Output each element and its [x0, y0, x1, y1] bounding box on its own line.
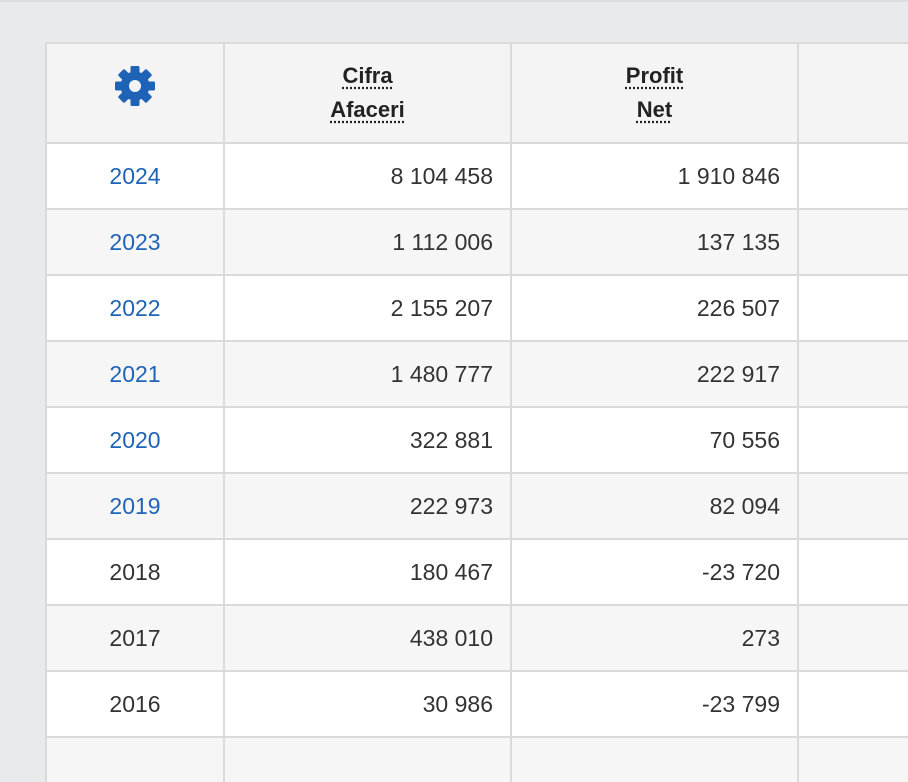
year-cell[interactable]: 2023	[46, 209, 224, 275]
cifra-afaceri-cell: 2 155 207	[224, 275, 511, 341]
year-cell: 2017	[46, 605, 224, 671]
year-link[interactable]: 2023	[109, 229, 160, 255]
year-cell: 2018	[46, 539, 224, 605]
cifra-afaceri-cell: 1 480 777	[224, 341, 511, 407]
profit-net-cell	[511, 737, 798, 782]
header-settings-cell	[46, 43, 224, 143]
financial-table: Cifra Afaceri Profit Net D 2024 8 104 458…	[45, 42, 908, 782]
cifra-afaceri-cell: 1 112 006	[224, 209, 511, 275]
gear-icon[interactable]	[113, 64, 157, 108]
table-row: 2021 1 480 777 222 917	[46, 341, 908, 407]
next-column-cell	[798, 539, 908, 605]
year-cell: 2016	[46, 671, 224, 737]
profit-net-cell: 1 910 846	[511, 143, 798, 209]
year-cell[interactable]: 2021	[46, 341, 224, 407]
next-column-cell	[798, 341, 908, 407]
header-next-column[interactable]: D	[798, 43, 908, 143]
year-link[interactable]: 2021	[109, 361, 160, 387]
table-row: 2022 2 155 207 226 507	[46, 275, 908, 341]
next-column-cell	[798, 143, 908, 209]
cifra-afaceri-cell	[224, 737, 511, 782]
cifra-afaceri-cell: 8 104 458	[224, 143, 511, 209]
next-column-cell	[798, 605, 908, 671]
year-cell[interactable]: 2019	[46, 473, 224, 539]
profit-net-cell: 82 094	[511, 473, 798, 539]
cifra-afaceri-cell: 438 010	[224, 605, 511, 671]
top-divider	[0, 0, 908, 2]
header-cifra-afaceri-label[interactable]: Cifra Afaceri	[330, 59, 405, 127]
next-column-cell	[798, 209, 908, 275]
table-row: 2017 438 010 273	[46, 605, 908, 671]
year-text: 2016	[109, 691, 160, 717]
table-row: 2024 8 104 458 1 910 846	[46, 143, 908, 209]
header-profit-net-label[interactable]: Profit Net	[626, 59, 683, 127]
table-row: 2018 180 467 -23 720	[46, 539, 908, 605]
profit-net-cell: -23 799	[511, 671, 798, 737]
year-link[interactable]: 2022	[109, 295, 160, 321]
year-link[interactable]: 2024	[109, 163, 160, 189]
header-row: Cifra Afaceri Profit Net D	[46, 43, 908, 143]
next-column-cell	[798, 407, 908, 473]
next-column-cell	[798, 275, 908, 341]
table-row	[46, 737, 908, 782]
table-row: 2020 322 881 70 556	[46, 407, 908, 473]
year-link[interactable]: 2019	[109, 493, 160, 519]
profit-net-cell: -23 720	[511, 539, 798, 605]
profit-net-cell: 222 917	[511, 341, 798, 407]
table-row: 2016 30 986 -23 799	[46, 671, 908, 737]
cifra-afaceri-cell: 322 881	[224, 407, 511, 473]
year-cell[interactable]: 2024	[46, 143, 224, 209]
year-link[interactable]: 2020	[109, 427, 160, 453]
gear-icon-graphic	[113, 64, 157, 108]
profit-net-cell: 70 556	[511, 407, 798, 473]
year-cell[interactable]: 2020	[46, 407, 224, 473]
next-column-cell	[798, 737, 908, 782]
table-body: 2024 8 104 458 1 910 846 2023 1 112 006 137 1…	[46, 143, 908, 782]
profit-net-cell: 137 135	[511, 209, 798, 275]
year-text: 2018	[109, 559, 160, 585]
profit-net-cell: 226 507	[511, 275, 798, 341]
year-cell[interactable]: 2022	[46, 275, 224, 341]
table-row: 2019 222 973 82 094	[46, 473, 908, 539]
profit-net-cell: 273	[511, 605, 798, 671]
year-text: 2017	[109, 625, 160, 651]
next-column-cell	[798, 473, 908, 539]
table-header: Cifra Afaceri Profit Net D	[46, 43, 908, 143]
cifra-afaceri-cell: 30 986	[224, 671, 511, 737]
cifra-afaceri-cell: 222 973	[224, 473, 511, 539]
next-column-cell	[798, 671, 908, 737]
year-cell	[46, 737, 224, 782]
cifra-afaceri-cell: 180 467	[224, 539, 511, 605]
financial-table-container: Cifra Afaceri Profit Net D 2024 8 104 458…	[45, 42, 908, 782]
header-profit-net[interactable]: Profit Net	[511, 43, 798, 143]
header-cifra-afaceri[interactable]: Cifra Afaceri	[224, 43, 511, 143]
table-row: 2023 1 112 006 137 135	[46, 209, 908, 275]
